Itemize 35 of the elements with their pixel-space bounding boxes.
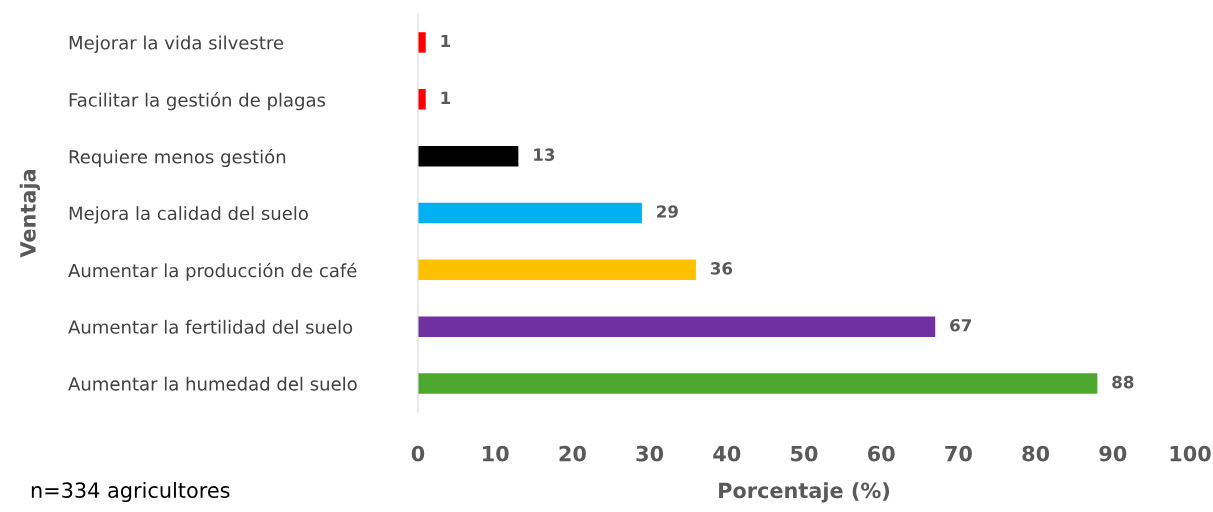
bar <box>418 202 642 224</box>
y-tick-label: Mejorar la vida silvestre <box>69 35 284 54</box>
bar <box>418 316 936 337</box>
x-tick-label: 30 <box>636 445 664 462</box>
bar <box>418 89 426 110</box>
data-label: 67 <box>950 318 971 332</box>
data-label: 1 <box>441 91 451 104</box>
bar <box>418 373 1098 394</box>
y-tick-label: Facilitar la gestión de plagas <box>69 92 326 111</box>
x-tick-label: 90 <box>1099 445 1127 462</box>
y-tick-label: Aumentar la fertilidad del suelo <box>68 319 353 334</box>
y-tick-label: Mejora la calidad del suelo <box>69 206 308 224</box>
x-tick-label: 0 <box>411 445 425 462</box>
text: n=334 agricultores <box>31 481 230 503</box>
bar <box>418 259 696 281</box>
x-tick-label: 100 <box>1170 445 1211 462</box>
x-tick-label: 20 <box>559 445 586 462</box>
y-tick-label: Requiere menos gestión <box>69 148 286 168</box>
x-tick-label: 50 <box>791 445 818 462</box>
x-tick-label: 40 <box>713 445 741 462</box>
data-label: 88 <box>1112 375 1134 389</box>
y-axis-title: Ventaja <box>19 170 40 258</box>
bar <box>418 32 426 53</box>
data-label: 1 <box>441 34 451 48</box>
bar <box>418 145 519 167</box>
data-label: 36 <box>710 262 733 275</box>
data-label: 29 <box>657 205 678 218</box>
data-label: 13 <box>534 148 555 161</box>
x-tick-label: 70 <box>945 445 972 462</box>
y-tick-label: Aumentar la producción de café <box>68 262 357 281</box>
x-tick-label: 10 <box>483 445 509 462</box>
x-axis-title: Porcentaje (%) <box>719 482 890 503</box>
x-tick-label: 80 <box>1022 445 1050 462</box>
y-tick-label: Aumentar la humedad del suelo <box>68 376 357 391</box>
x-tick-label: 60 <box>868 445 895 462</box>
